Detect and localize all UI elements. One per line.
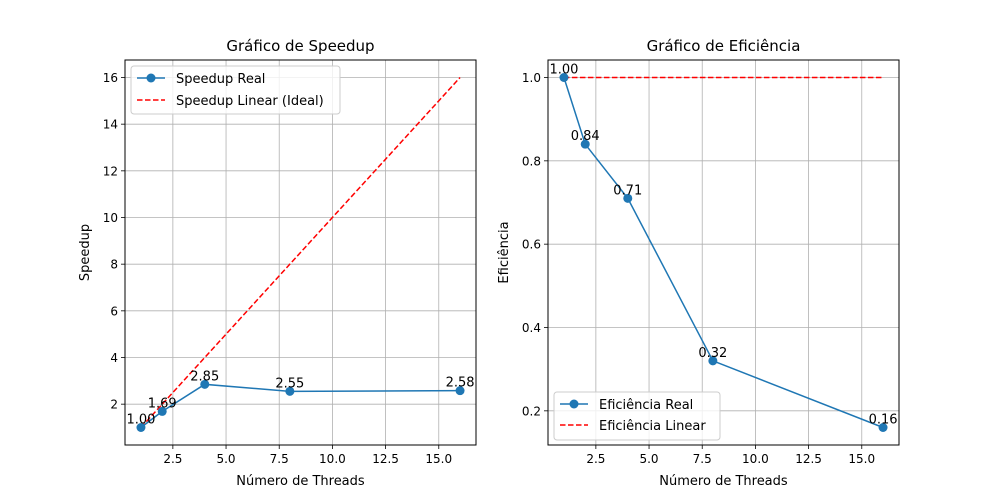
efficiency-data-label: 1.00 — [549, 63, 578, 78]
speedup-x-tick-label: 10.0 — [319, 452, 346, 466]
speedup-y-tick-label: 6 — [110, 304, 118, 318]
efficiency-data-label: 0.71 — [613, 183, 642, 198]
efficiency-ticks: 2.5 5.0 7.5 10.0 12.5 15.0 0.2 0.4 0.6 0.8 1.0 — [522, 71, 875, 466]
speedup-data-label: 1.69 — [148, 396, 177, 411]
speedup-data-point — [455, 386, 465, 396]
speedup-legend: Speedup Real Speedup Linear (Ideal) — [130, 65, 341, 115]
speedup-series-layer: 1.00 1.69 2.85 2.55 2.58 — [126, 76, 475, 432]
efficiency-plot-frame — [547, 59, 900, 446]
speedup-legend-ideal-label: Speedup Linear (Ideal) — [176, 94, 324, 109]
efficiency-chart: Gráfico de Eficiência 1.00 0.84 0.71 0.32 0.… — [497, 37, 900, 489]
speedup-y-tick-label: 8 — [110, 258, 118, 272]
efficiency-x-axis-label: Número de Threads — [659, 474, 788, 489]
efficiency-y-axis-label: Eficiência — [497, 221, 512, 283]
efficiency-chart-title: Gráfico de Eficiência — [647, 37, 801, 55]
efficiency-data-label: 0.84 — [571, 129, 600, 144]
speedup-ticks: 2.5 5.0 7.5 10.0 12.5 15.0 2 4 6 8 10 12 14 16 — [103, 71, 452, 466]
efficiency-x-tick-label: 7.5 — [693, 452, 712, 466]
speedup-x-tick-label: 12.5 — [372, 452, 399, 466]
speedup-y-tick-label: 10 — [103, 211, 118, 225]
speedup-data-label: 2.58 — [446, 376, 475, 391]
speedup-data-label: 2.55 — [275, 376, 304, 391]
speedup-data-point — [200, 379, 210, 389]
efficiency-legend-real-label: Eficiência Real — [599, 398, 693, 413]
speedup-data-point — [136, 423, 146, 432]
efficiency-x-tick-label: 2.5 — [586, 452, 605, 466]
efficiency-x-tick-label: 12.5 — [795, 452, 822, 466]
speedup-y-tick-label: 14 — [103, 118, 118, 132]
speedup-chart-title: Gráfico de Speedup — [226, 37, 374, 55]
speedup-x-axis-label: Número de Threads — [236, 474, 365, 489]
efficiency-x-tick-label: 5.0 — [639, 452, 658, 466]
efficiency-data-label: 0.16 — [869, 413, 898, 428]
efficiency-data-point — [580, 139, 590, 149]
efficiency-y-tick-label: 0.2 — [522, 404, 541, 418]
efficiency-y-tick-label: 0.4 — [522, 321, 541, 335]
efficiency-y-tick-label: 0.6 — [522, 238, 541, 252]
efficiency-legend: Eficiência Real Eficiência Linear — [553, 391, 721, 441]
efficiency-y-tick-label: 0.8 — [522, 154, 541, 168]
speedup-chart: Gráfico de Speedup 1.001.692.85 2.55 2.58 … — [78, 37, 477, 489]
speedup-data-label: 2.85 — [190, 369, 219, 384]
efficiency-data-point — [623, 193, 633, 203]
efficiency-legend-box — [553, 391, 721, 441]
speedup-legend-real-marker — [146, 73, 156, 83]
speedup-y-tick-label: 2 — [110, 398, 118, 412]
speedup-legend-box — [130, 65, 341, 115]
efficiency-series-layer: 1.00 0.84 0.71 0.32 0.16 — [549, 63, 898, 432]
speedup-data-label: 1.00 — [126, 413, 155, 428]
efficiency-data-point — [878, 423, 888, 432]
efficiency-y-tick-label: 1.0 — [522, 71, 541, 85]
speedup-x-tick-label: 5.0 — [216, 452, 235, 466]
speedup-data-point — [157, 406, 167, 416]
efficiency-data-label: 0.32 — [698, 346, 727, 361]
efficiency-x-tick-label: 10.0 — [742, 452, 769, 466]
efficiency-legend-linear-label: Eficiência Linear — [599, 419, 706, 434]
efficiency-x-tick-label: 15.0 — [848, 452, 875, 466]
speedup-y-tick-label: 16 — [103, 71, 118, 85]
speedup-y-tick-label: 4 — [110, 351, 118, 365]
speedup-y-tick-label: 12 — [103, 164, 118, 178]
speedup-x-tick-label: 7.5 — [270, 452, 289, 466]
speedup-plot-frame — [124, 59, 477, 446]
speedup-data-point — [285, 386, 295, 396]
speedup-x-tick-label: 2.5 — [163, 452, 182, 466]
speedup-legend-real-label: Speedup Real — [176, 72, 265, 87]
speedup-y-axis-label: Speedup — [78, 224, 93, 281]
speedup-series-2-line — [140, 76, 461, 429]
efficiency-data-point — [708, 356, 718, 366]
efficiency-legend-real-marker — [569, 399, 579, 409]
speedup-x-tick-label: 15.0 — [425, 452, 452, 466]
efficiency-data-point — [559, 73, 569, 82]
